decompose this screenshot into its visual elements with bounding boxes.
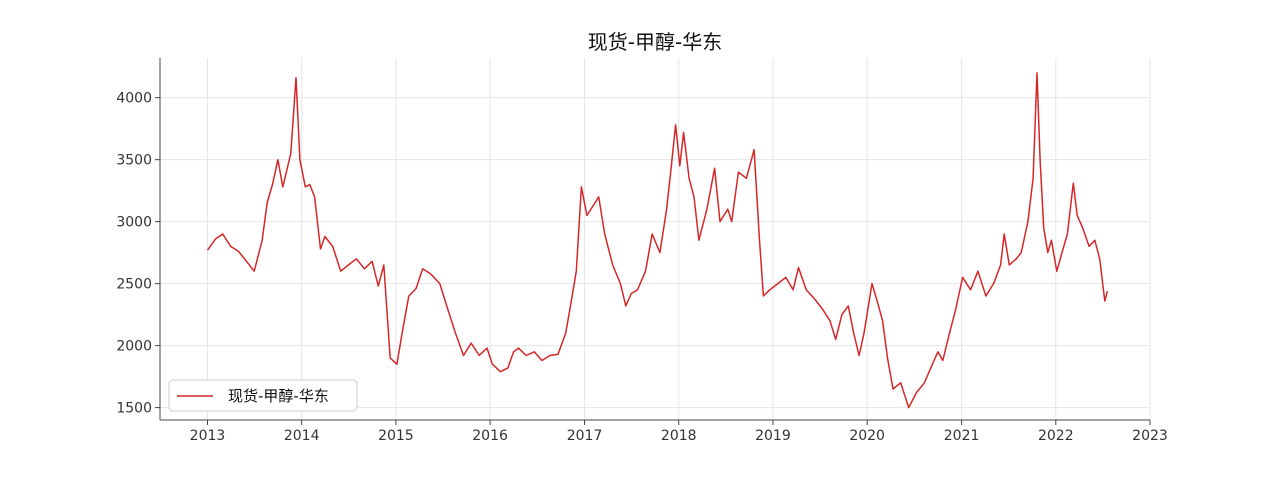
ticks: 2013 2014 2015 2016 2017 2018 2019 2020 2021 2022…	[116, 91, 1167, 444]
x-tick-label: 2021	[944, 428, 980, 444]
x-tick-label: 2013	[190, 428, 226, 444]
x-tick-label: 2017	[567, 428, 603, 444]
x-tick-label: 2023	[1132, 428, 1168, 444]
x-tick-label: 2020	[849, 428, 885, 444]
legend-label: 现货-甲醇-华东	[228, 387, 329, 405]
y-tick-label: 4000	[116, 91, 152, 107]
y-tick-label: 3500	[116, 153, 152, 169]
series-layer	[206, 72, 1109, 409]
legend: 现货-甲醇-华东	[168, 379, 358, 412]
y-tick-label: 1500	[116, 401, 152, 417]
x-tick-label: 2018	[661, 428, 697, 444]
x-tick-label: 2014	[284, 428, 320, 444]
y-tick-label: 3000	[116, 215, 152, 231]
axes	[159, 58, 1150, 421]
x-tick-label: 2015	[378, 428, 414, 444]
series-line	[206, 72, 1109, 409]
legend-box	[168, 379, 358, 412]
x-tick-label: 2016	[472, 428, 508, 444]
y-tick-label: 2000	[116, 339, 152, 355]
chart-title: 现货-甲醇-华东	[588, 30, 722, 54]
x-tick-label: 2019	[755, 428, 791, 444]
y-tick-label: 2500	[116, 277, 152, 293]
x-tick-label: 2022	[1038, 428, 1074, 444]
